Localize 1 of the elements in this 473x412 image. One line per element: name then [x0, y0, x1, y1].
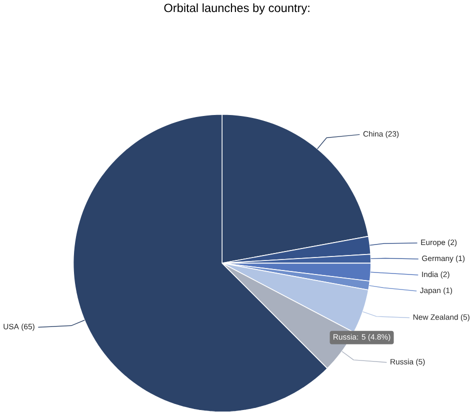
chart-title: Orbital launches by country: — [164, 3, 310, 14]
